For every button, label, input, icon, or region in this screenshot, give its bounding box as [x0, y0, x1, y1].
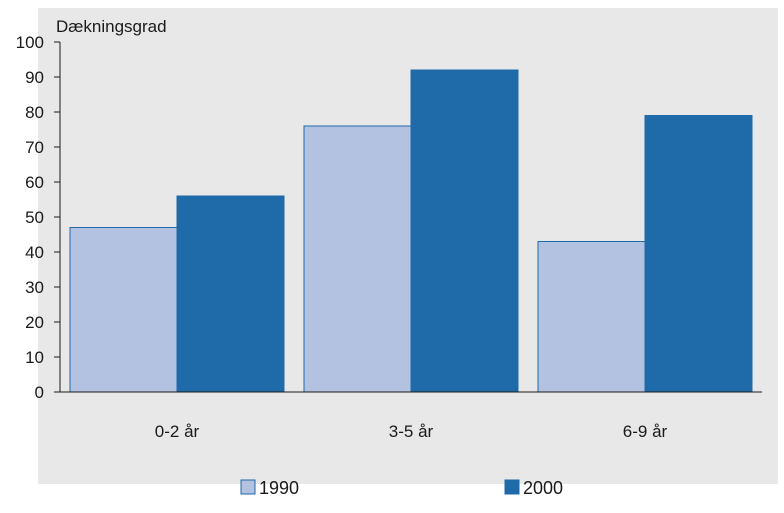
y-tick-label: 80: [25, 103, 44, 122]
bar-1990-1: [69, 227, 178, 393]
x-axis-categories: 0-2 år 3-5 år 6-9 år: [155, 422, 668, 441]
legend-swatch-1990: [240, 479, 256, 495]
legend: 1990 2000: [240, 478, 563, 498]
bar-2000-2: [410, 69, 519, 393]
legend-label-2000: 2000: [523, 478, 563, 498]
bar-2000-3: [644, 115, 753, 393]
bar-1990-3: [537, 241, 646, 393]
legend-label-1990: 1990: [259, 478, 299, 498]
bar-2000-1: [176, 195, 285, 393]
y-tick-label: 20: [25, 313, 44, 332]
x-category-label: 0-2 år: [155, 422, 200, 441]
y-tick-label: 30: [25, 278, 44, 297]
y-tick-label: 50: [25, 208, 44, 227]
bars: [69, 69, 753, 393]
y-axis-label: Dækningsgrad: [56, 17, 167, 36]
y-axis-ticks: 0 10 20 30 40 50 60 70 80 90 100: [16, 33, 60, 402]
x-category-label: 3-5 år: [389, 422, 434, 441]
y-tick-label: 10: [25, 348, 44, 367]
y-tick-label: 40: [25, 243, 44, 262]
y-tick-label: 70: [25, 138, 44, 157]
bar-1990-2: [303, 125, 412, 393]
y-tick-label: 0: [35, 383, 44, 402]
y-tick-label: 90: [25, 68, 44, 87]
legend-swatch-2000: [504, 479, 520, 495]
x-category-label: 6-9 år: [623, 422, 668, 441]
y-tick-label: 100: [16, 33, 44, 52]
y-tick-label: 60: [25, 173, 44, 192]
